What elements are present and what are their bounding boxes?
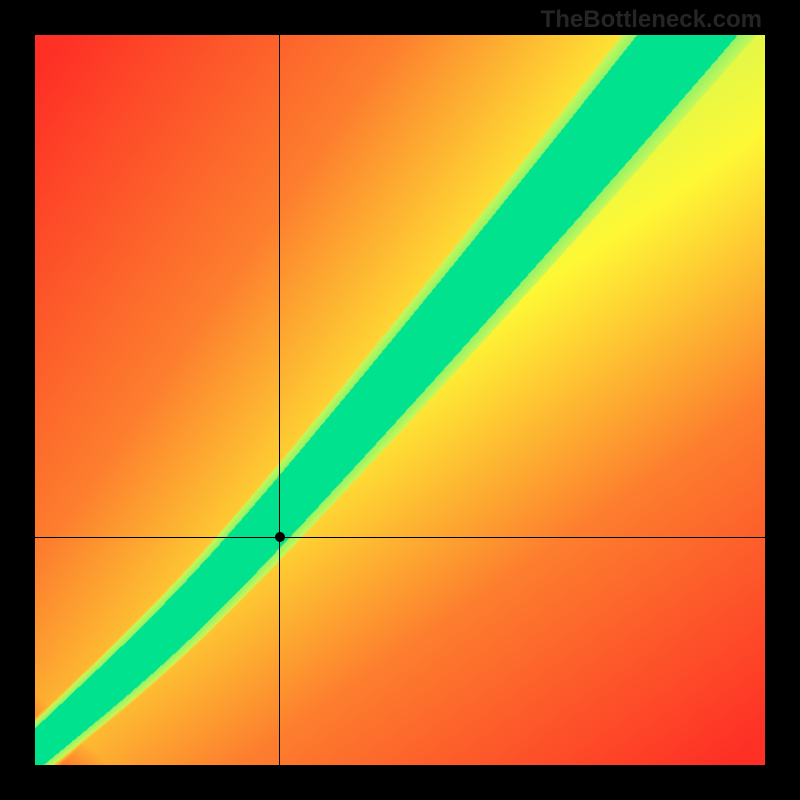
- border-right: [765, 0, 800, 800]
- crosshair-marker: [275, 532, 285, 542]
- border-bottom: [0, 765, 800, 800]
- crosshair-vertical: [279, 35, 280, 765]
- bottleneck-heatmap: [35, 35, 765, 765]
- border-left: [0, 0, 35, 800]
- crosshair-horizontal: [35, 537, 765, 538]
- chart-frame: TheBottleneck.com: [0, 0, 800, 800]
- watermark-text: TheBottleneck.com: [541, 6, 762, 34]
